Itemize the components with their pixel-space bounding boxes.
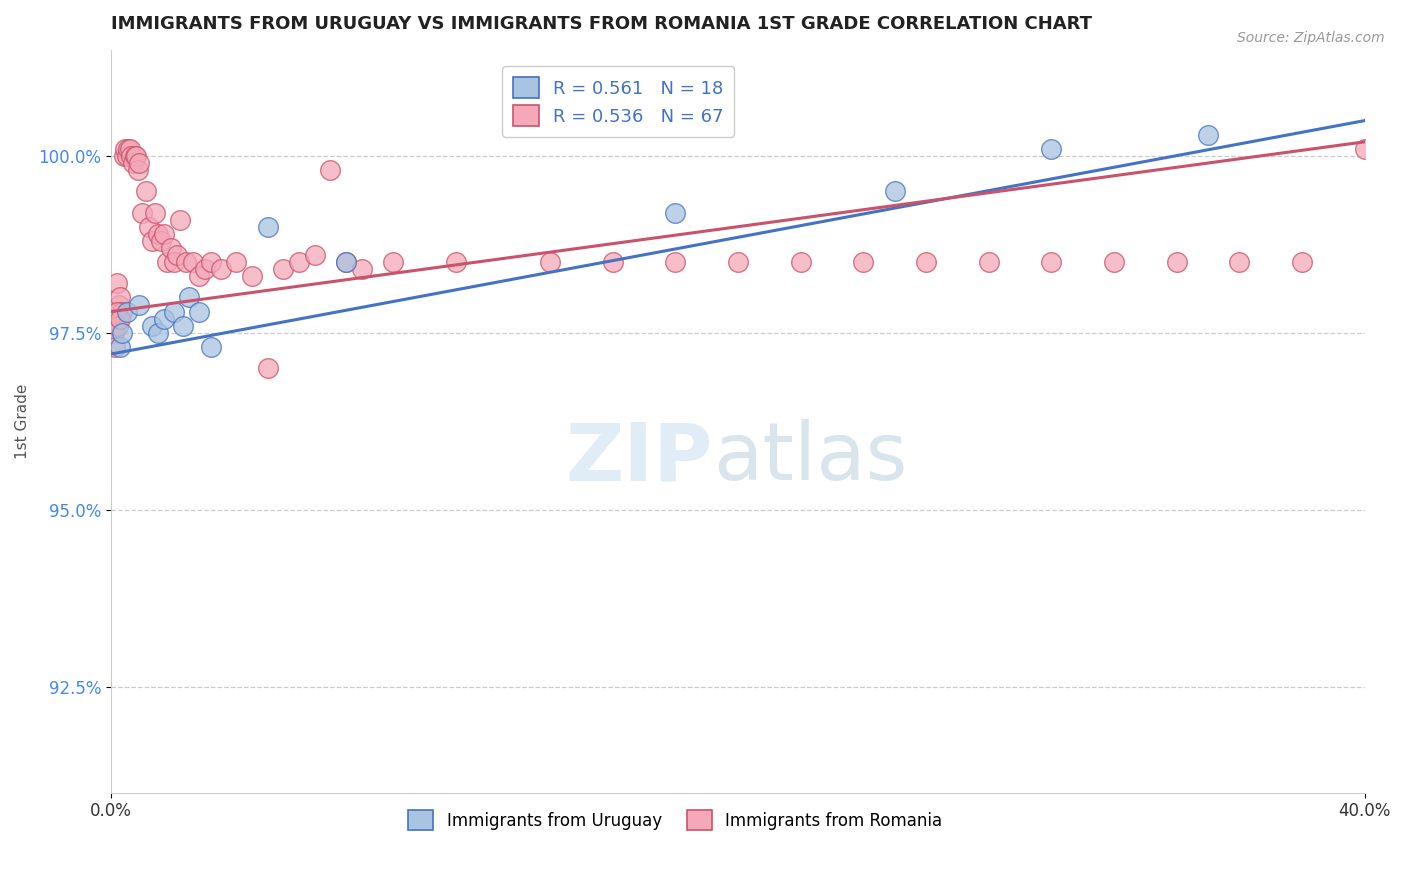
Point [135, 184, 157, 198]
Point [124, 149, 146, 163]
Point [1102, 255, 1125, 269]
Point [110, 340, 132, 354]
Point [163, 304, 186, 318]
Point [146, 227, 169, 241]
Point [444, 255, 467, 269]
Point [335, 255, 357, 269]
Point [150, 234, 173, 248]
Point [127, 163, 149, 178]
Point [115, 304, 138, 318]
Point [159, 241, 181, 255]
Point [138, 219, 160, 234]
Point [200, 340, 222, 354]
Point [101, 326, 124, 340]
Point [288, 255, 311, 269]
Text: atlas: atlas [713, 419, 907, 498]
Point [163, 255, 186, 269]
Point [273, 262, 295, 277]
Point [169, 212, 191, 227]
Point [141, 234, 163, 248]
Text: ZIP: ZIP [565, 419, 713, 498]
Point [103, 326, 125, 340]
Point [172, 318, 194, 333]
Point [105, 304, 128, 318]
Point [1040, 142, 1063, 156]
Point [883, 184, 905, 198]
Point [153, 227, 176, 241]
Point [1229, 255, 1251, 269]
Point [108, 297, 131, 311]
Point [200, 255, 222, 269]
Point [225, 255, 247, 269]
Point [256, 361, 278, 376]
Point [915, 255, 938, 269]
Point [240, 269, 263, 284]
Point [179, 290, 201, 304]
Point [1291, 255, 1313, 269]
Point [187, 304, 209, 318]
Text: IMMIGRANTS FROM URUGUAY VS IMMIGRANTS FROM ROMANIA 1ST GRADE CORRELATION CHART: IMMIGRANTS FROM URUGUAY VS IMMIGRANTS FR… [111, 15, 1092, 33]
Point [110, 290, 132, 304]
Point [1197, 128, 1219, 142]
Point [209, 262, 232, 277]
Point [256, 219, 278, 234]
Point [111, 304, 134, 318]
Point [143, 205, 166, 219]
Point [103, 304, 125, 318]
Point [153, 311, 176, 326]
Point [852, 255, 875, 269]
Point [319, 163, 342, 178]
Point [194, 262, 217, 277]
Point [335, 255, 357, 269]
Point [104, 340, 127, 354]
Point [105, 277, 128, 291]
Point [350, 262, 373, 277]
Legend: Immigrants from Uruguay, Immigrants from Romania: Immigrants from Uruguay, Immigrants from… [402, 804, 949, 837]
Point [120, 149, 142, 163]
Point [602, 255, 624, 269]
Point [664, 205, 686, 219]
Point [128, 156, 150, 170]
Point [131, 205, 153, 219]
Point [166, 248, 188, 262]
Point [125, 149, 148, 163]
Y-axis label: 1st Grade: 1st Grade [15, 384, 30, 458]
Point [181, 255, 204, 269]
Point [156, 255, 179, 269]
Point [117, 142, 139, 156]
Point [115, 149, 138, 163]
Point [304, 248, 326, 262]
Point [977, 255, 1000, 269]
Point [1166, 255, 1188, 269]
Point [664, 255, 686, 269]
Point [128, 297, 150, 311]
Point [107, 318, 129, 333]
Point [111, 326, 134, 340]
Point [118, 142, 141, 156]
Point [1040, 255, 1063, 269]
Point [1354, 142, 1376, 156]
Point [727, 255, 749, 269]
Point [108, 311, 131, 326]
Point [141, 318, 163, 333]
Point [382, 255, 405, 269]
Point [789, 255, 811, 269]
Point [146, 326, 169, 340]
Point [104, 318, 127, 333]
Point [114, 142, 136, 156]
Point [174, 255, 197, 269]
Text: Source: ZipAtlas.com: Source: ZipAtlas.com [1237, 31, 1385, 45]
Point [122, 156, 145, 170]
Point [538, 255, 561, 269]
Point [187, 269, 209, 284]
Point [112, 149, 135, 163]
